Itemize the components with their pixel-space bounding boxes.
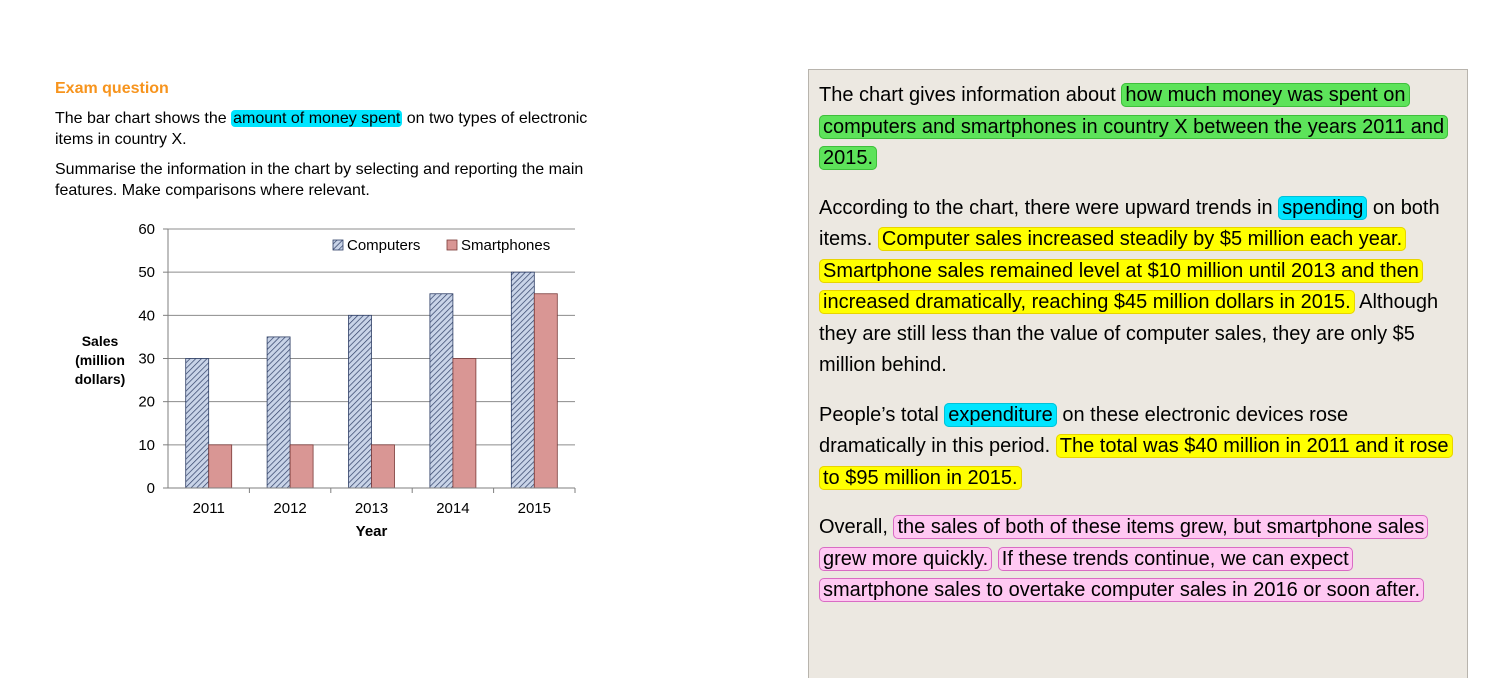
highlight-yellow: Computer sales increased steadily by $5 … xyxy=(877,227,1407,251)
answer-paragraph-2: According to the chart, there were upwar… xyxy=(819,193,1457,382)
legend-label-smartphones: Smartphones xyxy=(461,237,550,254)
bar-smartphones-2012 xyxy=(289,444,314,489)
model-answer-panel: The chart gives information about how mu… xyxy=(808,69,1468,678)
answer-text: on these electronic devices rose dramati… xyxy=(819,403,1349,458)
answer-text: Overall, xyxy=(819,516,894,538)
legend-swatch-computers xyxy=(332,239,344,251)
answer-text: People’s total xyxy=(819,403,945,426)
x-tick-label: 2011 xyxy=(193,500,225,517)
highlight-cyan: expenditure xyxy=(944,402,1057,427)
question-paragraph-1: The bar chart shows the amount of money … xyxy=(55,108,615,150)
highlight-yellow: Smartphone sales remained level at $10 m… xyxy=(819,258,1423,314)
answer-paragraph-1: The chart gives information about how mu… xyxy=(819,80,1457,175)
bar-computers-2015 xyxy=(510,271,535,489)
answer-paragraph-4: Overall, the sales of both of these item… xyxy=(819,512,1457,607)
y-axis-label: Sales (million dollars) xyxy=(65,332,135,389)
exam-question-heading: Exam question xyxy=(55,80,169,97)
y-axis-label-line: dollars) xyxy=(74,371,126,387)
bar-smartphones-2014 xyxy=(452,358,477,489)
y-tick-label: 50 xyxy=(138,264,155,281)
answer-text: Although they are still less than the va… xyxy=(819,291,1439,376)
y-tick-label: 40 xyxy=(138,307,155,324)
y-tick-label: 20 xyxy=(138,394,155,411)
bar-computers-2011 xyxy=(185,358,210,489)
answer-text: According to the chart, there were upwar… xyxy=(819,196,1279,219)
y-tick-label: 30 xyxy=(138,351,155,368)
bar-computers-2014 xyxy=(429,293,454,489)
bar-smartphones-2011 xyxy=(208,444,233,489)
y-tick-label: 10 xyxy=(138,437,155,454)
x-tick-label: 2015 xyxy=(518,500,551,517)
bar-smartphones-2013 xyxy=(371,444,395,489)
bar-chart: 0 10 20 30 40 50 60 2011 2012 2013 2014 2015 Year Co… xyxy=(138,221,576,540)
bar-smartphones-2015 xyxy=(533,293,558,489)
y-axis-label-line: Sales xyxy=(81,333,119,349)
y-tick-label: 0 xyxy=(147,480,155,497)
answer-text xyxy=(992,548,998,570)
legend-swatch-smartphones xyxy=(446,239,458,251)
exam-question-panel: Exam question The bar chart shows the am… xyxy=(55,80,615,210)
x-tick-label: 2014 xyxy=(436,500,469,517)
x-axis-label: Year xyxy=(356,523,388,540)
legend-label-computers: Computers xyxy=(347,237,420,254)
bar-computers-2013 xyxy=(348,314,372,489)
question-text: on two types of electronic items in coun… xyxy=(55,110,588,148)
bar-computers-2012 xyxy=(266,336,291,489)
bars xyxy=(185,271,558,489)
x-tick-label: 2013 xyxy=(355,500,388,517)
answer-paragraph-3: People’s total expenditure on these elec… xyxy=(819,400,1457,495)
question-paragraph-2: Summarise the information in the chart b… xyxy=(55,161,584,199)
x-tick-label: 2012 xyxy=(273,500,306,517)
legend: Computers Smartphones xyxy=(332,237,550,254)
answer-text: on both items. xyxy=(819,196,1440,251)
axes: 0 10 20 30 40 50 60 2011 2012 2013 2014 2015 Year xyxy=(138,221,576,540)
question-text: The bar chart shows the xyxy=(55,110,232,127)
y-axis-label-line: (million xyxy=(75,352,125,368)
question-highlight: amount of money spent xyxy=(231,110,403,127)
highlight-cyan: spending xyxy=(1278,195,1368,220)
y-tick-label: 60 xyxy=(138,221,155,238)
answer-text: The chart gives information about xyxy=(819,84,1122,106)
